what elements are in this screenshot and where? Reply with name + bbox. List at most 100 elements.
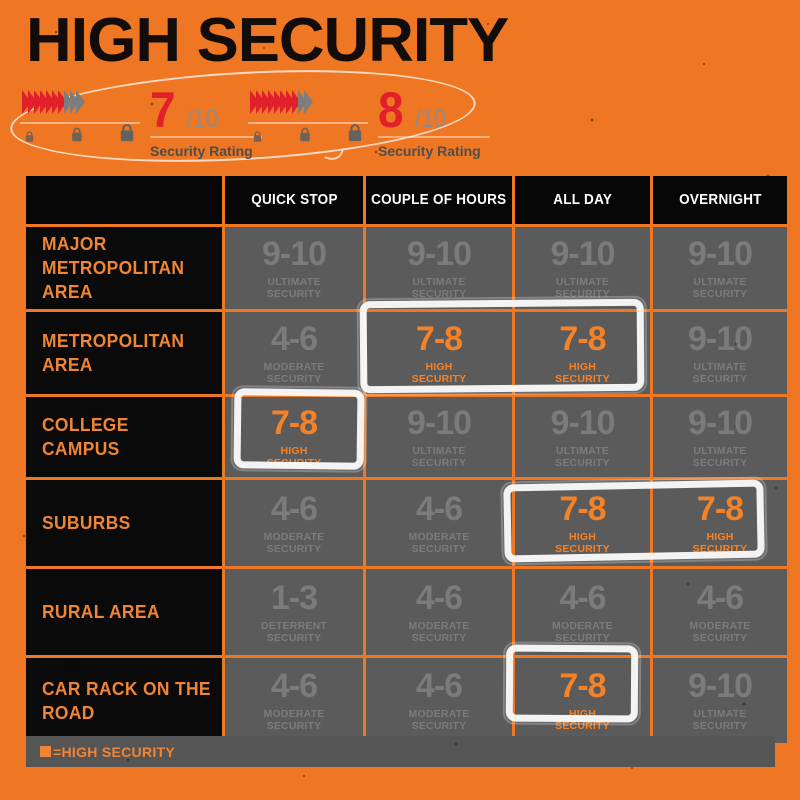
cell-range: 7-8 [270, 403, 318, 442]
matrix-cell-r1-c1: 7-8 HIGH SECURITY [366, 312, 512, 394]
cell-range: 9-10 [406, 234, 472, 273]
row-header-4: RURAL AREA [26, 569, 222, 655]
cell-range: 7-8 [415, 319, 463, 358]
rating-caption: Security Rating [378, 143, 481, 159]
cell-tier: HIGH SECURITY [692, 530, 748, 555]
row-header-2: COLLEGE CAMPUS [26, 397, 222, 477]
cell-tier: MODERATE SECURITY [408, 530, 470, 555]
row-header-5: CAR RACK ON THE ROAD [26, 658, 222, 743]
cell-range: 4-6 [270, 667, 318, 705]
matrix-cell-r2-c3: 9-10 ULTIMATE SECURITY [653, 397, 787, 477]
matrix-cell-r1-c3: 9-10 ULTIMATE SECURITY [653, 312, 787, 394]
cell-tier: MODERATE SECURITY [552, 619, 613, 644]
cell-tier: MODERATE SECURITY [408, 619, 470, 644]
matrix-cell-r1-c0: 4-6 MODERATE SECURITY [225, 312, 363, 394]
row-header-label: METROPOLITAN AREA [42, 330, 185, 375]
rating-score-2: 8 /10 Security Rating [378, 82, 490, 159]
security-rating-badge-1: 7 /10 Security Rating [18, 82, 262, 159]
column-header-label: ALL DAY [553, 192, 612, 208]
cell-tier: ULTIMATE SECURITY [266, 275, 322, 300]
legend-bar: =HIGH SECURITY [26, 736, 775, 767]
column-header-label: COUPLE OF HOURS [371, 192, 507, 208]
matrix-cell-r4-c1: 4-6 MODERATE SECURITY [366, 569, 512, 655]
score-divider [150, 136, 262, 138]
cell-range: 7-8 [559, 667, 606, 705]
cell-range: 4-6 [415, 578, 463, 617]
matrix-cell-r1-c2: 7-8 HIGH SECURITY [515, 312, 650, 394]
cell-tier: HIGH SECURITY [411, 360, 467, 385]
cell-tier: MODERATE SECURITY [263, 530, 325, 555]
lock-medium-icon [298, 126, 312, 148]
row-header-0: MAJOR METROPOLITAN AREA [26, 227, 222, 309]
matrix-cell-r4-c2: 4-6 MODERATE SECURITY [515, 569, 650, 655]
matrix-cell-r2-c2: 9-10 ULTIMATE SECURITY [515, 397, 650, 477]
legend-label: =HIGH SECURITY [53, 743, 176, 760]
row-header-label: CAR RACK ON THE ROAD [42, 677, 211, 723]
rating-score-value: 7 [150, 82, 176, 138]
cell-tier: ULTIMATE SECURITY [411, 444, 467, 469]
cell-range: 4-6 [415, 489, 463, 528]
cell-tier: MODERATE SECURITY [408, 708, 470, 732]
matrix-cell-r3-c3: 7-8 HIGH SECURITY [653, 480, 787, 566]
rating-meter-2 [246, 88, 370, 148]
row-header-label: MAJOR METROPOLITAN AREA [42, 233, 185, 302]
page-title: HIGH SECURITY [26, 6, 509, 75]
legend-swatch-icon [40, 746, 51, 757]
cell-range: 9-10 [687, 319, 753, 358]
matrix-cell-r2-c1: 9-10 ULTIMATE SECURITY [366, 397, 512, 477]
cell-tier: DETERRENT SECURITY [261, 619, 327, 644]
cell-range: 7-8 [559, 319, 606, 358]
cell-tier: ULTIMATE SECURITY [555, 444, 610, 469]
cell-range: 1-3 [270, 578, 318, 617]
lock-large-icon [346, 122, 364, 148]
matrix-cell-r3-c2: 7-8 HIGH SECURITY [515, 480, 650, 566]
cell-tier: MODERATE SECURITY [263, 708, 325, 732]
matrix-cell-r5-c1: 4-6 MODERATE SECURITY [366, 658, 512, 743]
cell-tier: ULTIMATE SECURITY [411, 275, 467, 300]
column-header-1: COUPLE OF HOURS [366, 176, 512, 224]
chevron-meter-icon [246, 88, 370, 116]
lock-small-icon [252, 130, 263, 148]
cell-range: 9-10 [687, 234, 753, 273]
matrix-cell-r5-c0: 4-6 MODERATE SECURITY [225, 658, 363, 743]
cell-range: 4-6 [696, 578, 744, 617]
cell-tier: ULTIMATE SECURITY [692, 444, 748, 469]
row-header-label: RURAL AREA [42, 601, 160, 622]
column-header-label: QUICK STOP [250, 192, 338, 208]
matrix-cell-r3-c0: 4-6 MODERATE SECURITY [225, 480, 363, 566]
matrix-cell-r0-c3: 9-10 ULTIMATE SECURITY [653, 227, 787, 309]
lock-small-icon [24, 130, 35, 148]
rating-score-denominator: /10 [186, 105, 218, 133]
cell-range: 7-8 [696, 489, 744, 528]
row-header-label: COLLEGE CAMPUS [42, 414, 129, 459]
matrix-cell-r2-c0: 7-8 HIGH SECURITY [225, 397, 363, 477]
cell-range: 9-10 [550, 403, 615, 442]
rating-meter-1 [18, 88, 142, 148]
security-matrix-table: QUICK STOP COUPLE OF HOURS ALL DAY OVERNIGH… [26, 176, 787, 743]
security-rating-badge-2: 8 /10 Security Rating [246, 82, 490, 159]
rating-caption: Security Rating [150, 143, 253, 159]
row-header-3: SUBURBS [26, 480, 222, 566]
score-divider [378, 136, 490, 138]
cell-tier: ULTIMATE SECURITY [692, 275, 748, 300]
matrix-cell-r5-c2: 7-8 HIGH SECURITY [515, 658, 650, 743]
column-header-0: QUICK STOP [225, 176, 363, 224]
rating-score-1: 7 /10 Security Rating [150, 82, 262, 159]
cell-range: 7-8 [559, 489, 606, 528]
cell-range: 9-10 [550, 234, 615, 273]
cell-tier: HIGH SECURITY [555, 360, 610, 385]
cell-tier: HIGH SECURITY [555, 708, 610, 732]
cell-tier: HIGH SECURITY [555, 530, 610, 555]
cell-range: 4-6 [559, 578, 606, 617]
cell-range: 9-10 [687, 667, 753, 705]
cell-tier: ULTIMATE SECURITY [692, 360, 748, 385]
rating-score-value: 8 [378, 82, 404, 138]
rating-divider [248, 122, 368, 124]
rating-divider [20, 122, 140, 124]
column-header-2: ALL DAY [515, 176, 650, 224]
cell-range: 4-6 [415, 667, 463, 705]
matrix-cell-r0-c1: 9-10 ULTIMATE SECURITY [366, 227, 512, 309]
cell-range: 4-6 [270, 319, 318, 358]
rating-score-denominator: /10 [414, 105, 446, 133]
cell-tier: ULTIMATE SECURITY [555, 275, 610, 300]
